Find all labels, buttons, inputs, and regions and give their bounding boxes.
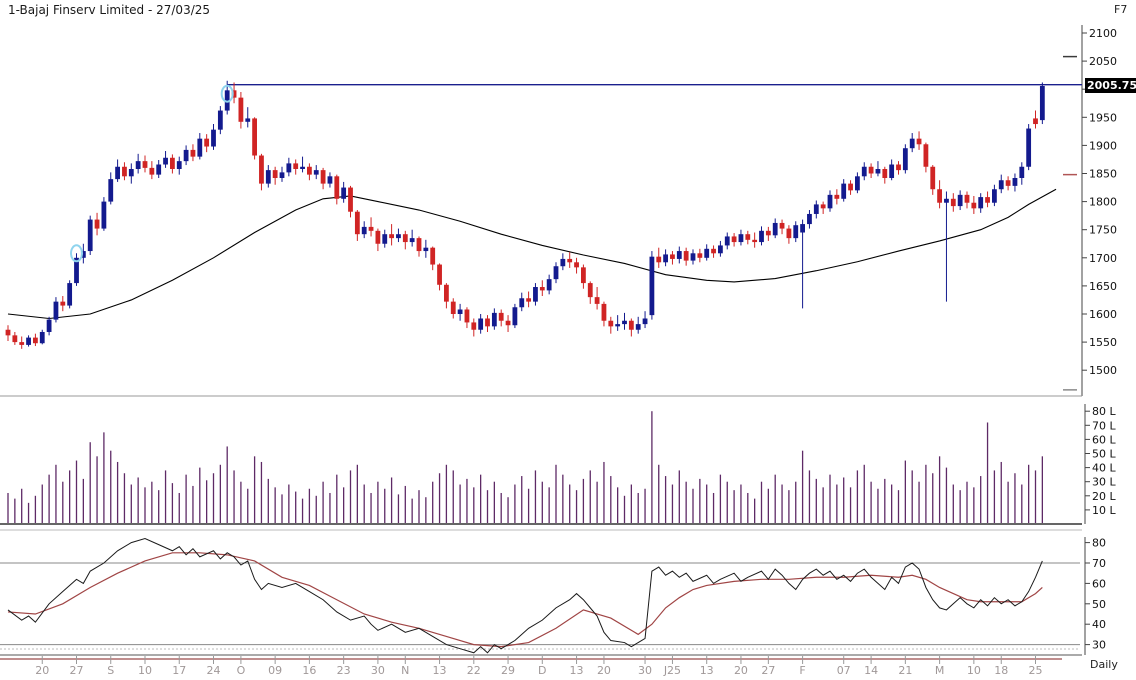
svg-text:17: 17: [172, 664, 186, 677]
svg-text:1700: 1700: [1089, 252, 1117, 265]
svg-text:1750: 1750: [1089, 224, 1117, 237]
svg-text:2050: 2050: [1089, 55, 1117, 68]
svg-text:40: 40: [1092, 618, 1106, 631]
function-key-indicator: F7: [1114, 3, 1128, 16]
svg-text:M: M: [935, 664, 945, 677]
svg-text:13: 13: [570, 664, 584, 677]
svg-text:S: S: [107, 664, 114, 677]
svg-text:22: 22: [467, 664, 481, 677]
svg-text:40 L: 40 L: [1092, 462, 1116, 475]
svg-text:07: 07: [837, 664, 851, 677]
svg-text:14: 14: [864, 664, 878, 677]
svg-text:13: 13: [700, 664, 714, 677]
svg-text:70: 70: [1092, 557, 1106, 570]
svg-text:1850: 1850: [1089, 168, 1117, 181]
svg-text:1900: 1900: [1089, 139, 1117, 152]
svg-text:50 L: 50 L: [1092, 448, 1116, 461]
chart-title: 1-Bajaj Finserv Limited - 27/03/25: [8, 3, 211, 17]
svg-text:1600: 1600: [1089, 308, 1117, 321]
svg-text:D: D: [538, 664, 546, 677]
svg-text:N: N: [401, 664, 409, 677]
svg-text:J25: J25: [663, 664, 681, 677]
svg-text:2100: 2100: [1089, 27, 1117, 40]
svg-text:16: 16: [302, 664, 316, 677]
svg-text:1650: 1650: [1089, 280, 1117, 293]
svg-text:1950: 1950: [1089, 111, 1117, 124]
svg-text:21: 21: [898, 664, 912, 677]
svg-text:30: 30: [1092, 639, 1106, 652]
periodicity-label: Daily: [1090, 658, 1118, 671]
svg-text:20 L: 20 L: [1092, 490, 1116, 503]
svg-text:1500: 1500: [1089, 364, 1117, 377]
svg-text:20: 20: [597, 664, 611, 677]
svg-text:24: 24: [207, 664, 221, 677]
svg-text:30: 30: [371, 664, 385, 677]
svg-text:80: 80: [1092, 537, 1106, 550]
svg-text:70 L: 70 L: [1092, 419, 1116, 432]
svg-text:10: 10: [967, 664, 981, 677]
svg-text:10 L: 10 L: [1092, 504, 1116, 517]
svg-text:30: 30: [638, 664, 652, 677]
svg-text:O: O: [237, 664, 246, 677]
svg-text:27: 27: [761, 664, 775, 677]
last-price-label: 2005.75: [1085, 78, 1136, 93]
svg-text:F: F: [799, 664, 805, 677]
svg-text:23: 23: [337, 664, 351, 677]
svg-text:80 L: 80 L: [1092, 405, 1116, 418]
svg-text:60 L: 60 L: [1092, 433, 1116, 446]
svg-text:50: 50: [1092, 598, 1106, 611]
svg-text:60: 60: [1092, 577, 1106, 590]
svg-text:27: 27: [70, 664, 84, 677]
svg-text:20: 20: [734, 664, 748, 677]
svg-text:30 L: 30 L: [1092, 476, 1116, 489]
svg-text:1550: 1550: [1089, 336, 1117, 349]
svg-text:1800: 1800: [1089, 196, 1117, 209]
svg-text:13: 13: [433, 664, 447, 677]
svg-text:20: 20: [35, 664, 49, 677]
svg-text:09: 09: [268, 664, 282, 677]
svg-text:25: 25: [1029, 664, 1043, 677]
svg-text:18: 18: [994, 664, 1008, 677]
svg-text:29: 29: [501, 664, 515, 677]
svg-text:10: 10: [138, 664, 152, 677]
